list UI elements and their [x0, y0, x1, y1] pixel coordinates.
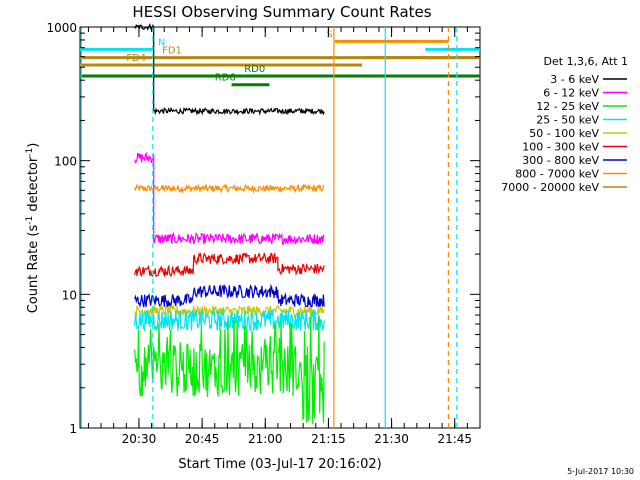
y-axis-label-end: )	[26, 143, 41, 148]
flag-label: N	[158, 37, 165, 48]
y-tick-label: 1000	[46, 21, 77, 35]
data-layer	[134, 23, 325, 425]
series-line	[134, 303, 325, 319]
x-tick-label: 21:15	[311, 432, 346, 446]
y-axis-label-sup2: -1	[25, 148, 35, 157]
legend-label: 800 - 7000 keV	[515, 168, 599, 181]
y-axis-label-sup1: -1	[25, 216, 35, 225]
series-line	[134, 251, 325, 278]
y-tick-label: 1	[69, 422, 77, 436]
legend-label: 6 - 12 keV	[543, 87, 599, 100]
x-tick-label: 20:30	[122, 432, 157, 446]
series-line	[134, 318, 325, 425]
y-axis-label: Count Rate (s-1 detector-1)	[25, 143, 41, 314]
plot-frame	[79, 26, 481, 429]
legend-label: 300 - 800 keV	[522, 154, 599, 167]
legend-label: 12 - 25 keV	[536, 100, 599, 113]
legend-label: 25 - 50 keV	[536, 114, 599, 127]
flag-label: S	[326, 29, 332, 40]
series-line	[134, 308, 325, 332]
x-tick-label: 21:45	[437, 432, 472, 446]
flag-label: FD4	[126, 53, 146, 64]
series-line	[134, 151, 325, 245]
series-line	[134, 283, 325, 309]
legend-header: Det 1,3,6, Att 1	[544, 55, 628, 68]
x-tick-label: 21:30	[374, 432, 409, 446]
x-axis-label: Start Time (03-Jul-17 20:16:02)	[178, 457, 381, 472]
legend-label: 100 - 300 keV	[522, 141, 599, 154]
y-tick-label: 10	[62, 288, 77, 302]
y-tick-label: 100	[54, 155, 77, 169]
flag-label: RD0	[244, 64, 265, 75]
flag-label: RD6	[215, 73, 236, 84]
x-tick-label: 20:45	[185, 432, 220, 446]
legend-label: 50 - 100 keV	[529, 127, 599, 140]
flag-label: FD1	[162, 46, 182, 57]
x-tick-label: 21:00	[248, 432, 283, 446]
legend-label: 3 - 6 keV	[550, 73, 599, 86]
series-line	[134, 183, 325, 195]
date-stamp: 5-Jul-2017 10:30	[567, 467, 634, 476]
chart-title: HESSI Observing Summary Count Rates	[132, 3, 431, 21]
y-axis-label-main: Count Rate (s	[26, 225, 41, 314]
legend-label: 7000 - 20000 keV	[501, 181, 599, 194]
series-line	[134, 23, 325, 116]
axis-layer: 1 10 100 1000 20:30 20:45 21:00 21:15 21:30 21:45	[46, 21, 480, 446]
vline-layer	[80, 27, 458, 428]
y-axis-label-mid: detector	[26, 156, 41, 216]
